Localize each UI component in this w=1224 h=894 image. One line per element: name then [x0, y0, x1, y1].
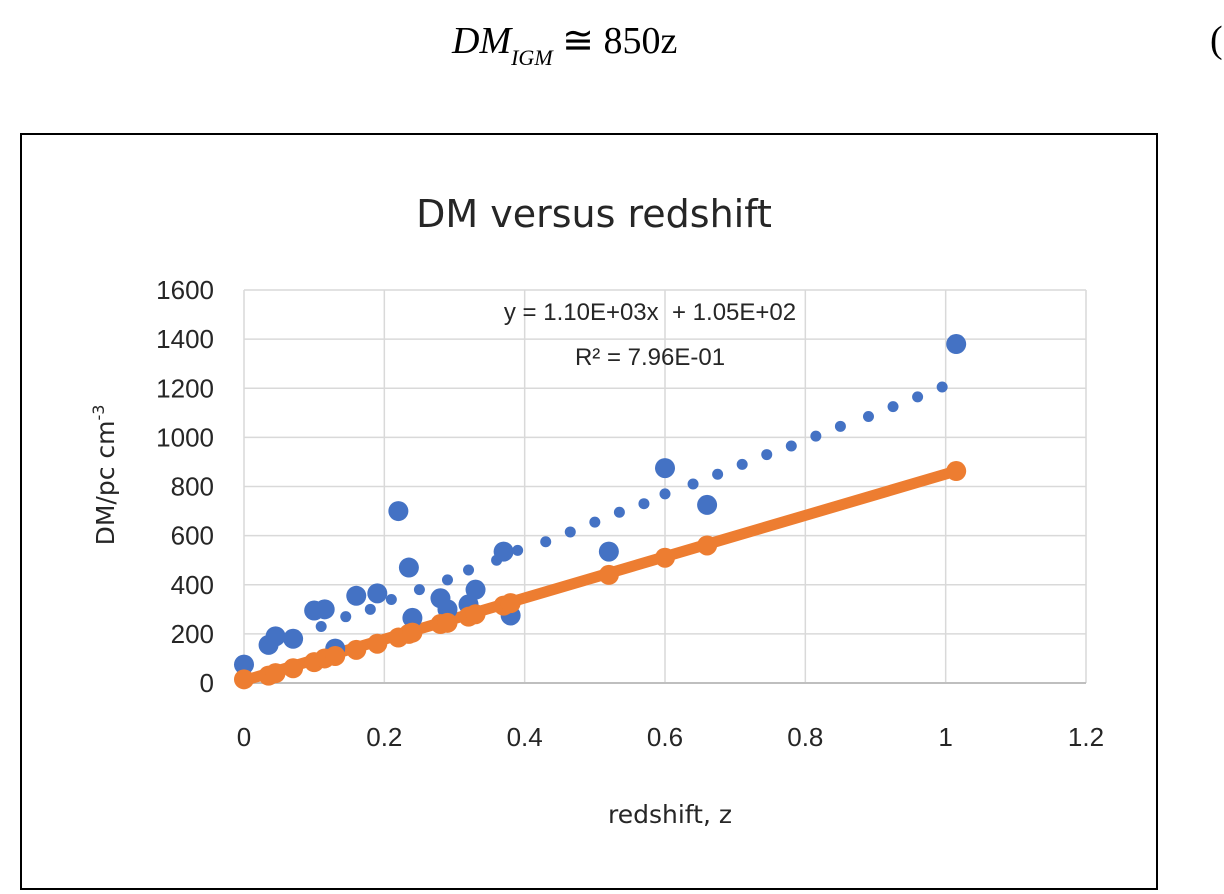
observed-point-small — [364, 603, 376, 615]
observed-point-small — [385, 593, 397, 605]
y-axis-label-superscript: -3 — [89, 405, 108, 421]
y-tick-label: 800 — [171, 472, 214, 502]
observed-point — [402, 607, 423, 628]
model-point — [655, 547, 675, 568]
observed-point-small — [761, 449, 773, 461]
equation-rhs: ≅ 850z — [562, 20, 678, 62]
dm-igm-equation: DMIGM ≅ 850z ( — [0, 18, 1224, 71]
y-tick-label: 1600 — [156, 275, 214, 305]
observed-point-small — [638, 498, 650, 510]
observed-point-small — [834, 420, 846, 432]
equation-subscript: IGM — [511, 45, 553, 70]
model-point — [367, 633, 388, 654]
observed-point-small — [659, 488, 671, 500]
observed-point-small — [413, 584, 425, 596]
observed-point — [398, 557, 419, 578]
y-axis-label: DM/pc cm-3 — [89, 405, 120, 546]
dm-redshift-chart: 0 200 400 600 800 1000 1200 1400 1600 0 0.2 0.4 0.6 0… — [89, 192, 1104, 829]
x-tick-label: 1 — [938, 722, 952, 752]
x-tick-label: 0.2 — [366, 722, 402, 752]
observed-point — [697, 494, 718, 515]
y-tick-label: 400 — [171, 570, 214, 600]
observed-point — [283, 628, 304, 649]
observed-point-small — [785, 440, 797, 452]
model-point — [283, 658, 304, 679]
trendline-equation: y = 1.10E+03x + 1.05E+02 — [504, 299, 796, 326]
observed-point-small — [810, 430, 822, 442]
x-tick-label: 0.6 — [647, 722, 683, 752]
model-point — [465, 604, 486, 625]
observed-point — [265, 626, 286, 647]
y-tick-label: 1200 — [156, 373, 214, 403]
y-tick-label: 1400 — [156, 324, 214, 354]
observed-point — [598, 541, 619, 562]
observed-point — [655, 458, 675, 479]
observed-point-small — [687, 478, 699, 490]
observed-point-small — [712, 468, 724, 480]
y-tick-label: 1000 — [156, 422, 214, 452]
observed-point-small — [463, 564, 475, 576]
observed-point-small — [613, 506, 625, 518]
x-tick-label: 1.2 — [1068, 722, 1104, 752]
model-point — [598, 564, 619, 585]
observed-point-small — [862, 410, 874, 422]
x-tick-label: 0 — [237, 722, 251, 752]
observed-point — [346, 585, 367, 606]
data-marks — [234, 334, 967, 690]
observed-point — [493, 541, 514, 562]
model-point — [402, 622, 423, 643]
observed-point — [465, 579, 486, 600]
model-point — [697, 535, 718, 556]
observed-point-small — [441, 574, 453, 586]
y-tick-label: 0 — [200, 668, 214, 698]
y-tick-label: 200 — [171, 619, 214, 649]
observed-point-small — [564, 526, 576, 538]
equation-text: DMIGM ≅ 850z — [452, 18, 677, 71]
x-tick-label: 0.4 — [507, 722, 543, 752]
observed-point-small — [936, 381, 948, 393]
y-axis-label-text: DM/pc cm — [91, 421, 120, 546]
model-point — [265, 663, 286, 684]
equation-lhs: DM — [452, 20, 512, 62]
observed-point-small — [887, 401, 899, 413]
model-point — [325, 645, 346, 666]
model-point — [234, 669, 254, 690]
observed-point-small — [512, 544, 524, 556]
observed-point-small — [315, 621, 327, 633]
model-point — [437, 612, 458, 633]
y-tick-label: 600 — [171, 521, 214, 551]
observed-point-small — [540, 536, 552, 548]
observed-point-small — [736, 458, 748, 470]
observed-point-small — [589, 516, 601, 528]
observed-point — [367, 583, 388, 604]
r-squared-label: R² = 7.96E-01 — [575, 344, 725, 371]
model-point — [346, 639, 367, 660]
tick-labels: 0 200 400 600 800 1000 1200 1400 1600 0 0.2 0.4 0.6 0… — [156, 275, 1104, 752]
equation-number: ( — [1210, 19, 1223, 61]
observed-point — [234, 654, 254, 675]
x-axis-label: redshift, z — [608, 800, 732, 829]
chart-title: DM versus redshift — [416, 192, 772, 236]
chart-container: 0 200 400 600 800 1000 1200 1400 1600 0 0.2 0.4 0.6 0… — [20, 133, 1158, 890]
observed-point-small — [340, 611, 352, 623]
observed-point — [388, 501, 409, 522]
x-tick-label: 0.8 — [787, 722, 823, 752]
observed-point — [314, 599, 335, 620]
grid-lines — [243, 289, 1087, 684]
model-point — [500, 593, 521, 614]
observed-point-small — [912, 391, 924, 403]
model-point — [946, 461, 967, 482]
observed-point — [946, 334, 967, 355]
